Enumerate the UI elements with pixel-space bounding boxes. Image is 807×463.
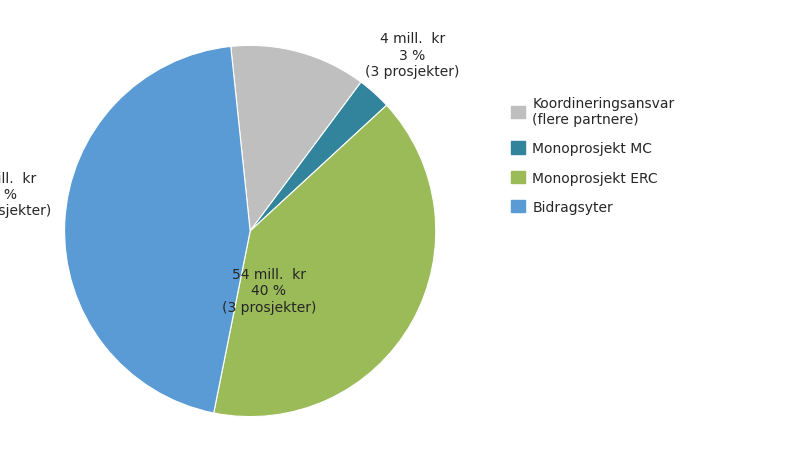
Text: 54 mill.  kr
40 %
(3 prosjekter): 54 mill. kr 40 % (3 prosjekter) (222, 268, 316, 314)
Text: 4 mill.  kr
3 %
(3 prosjekter): 4 mill. kr 3 % (3 prosjekter) (366, 32, 460, 79)
Legend: Koordineringsansvar
(flere partnere), Monoprosjekt MC, Monoprosjekt ERC, Bidrags: Koordineringsansvar (flere partnere), Mo… (508, 93, 679, 219)
Wedge shape (250, 83, 387, 232)
Wedge shape (214, 106, 436, 417)
Wedge shape (65, 47, 250, 413)
Wedge shape (231, 46, 361, 232)
Text: 61 mill.  kr
45 %
(21 prosjekter): 61 mill. kr 45 % (21 prosjekter) (0, 171, 51, 218)
